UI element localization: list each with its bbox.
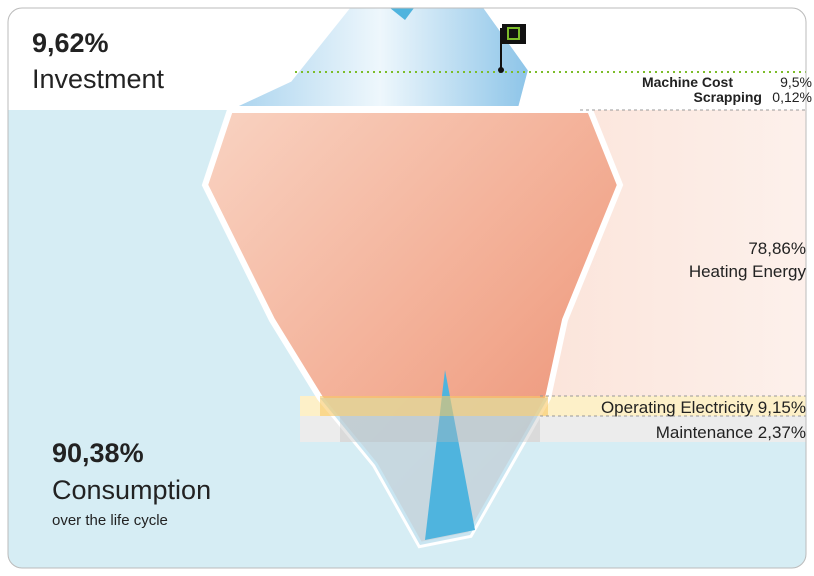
cost-value: 0,12% bbox=[772, 89, 812, 105]
cost-name: Scrapping bbox=[694, 89, 762, 105]
flag-icon bbox=[507, 27, 520, 40]
cost-value: 9,5% bbox=[780, 74, 812, 90]
consumption-label: Consumption bbox=[52, 475, 211, 505]
iceberg-top bbox=[229, 8, 533, 110]
cost-name: Machine Cost bbox=[642, 74, 733, 90]
iceberg-top-shade bbox=[380, 8, 420, 20]
maintenance-label: Maintenance 2,37% bbox=[656, 423, 806, 442]
card-border bbox=[7, 7, 807, 569]
investment-percent: 9,62% bbox=[32, 28, 109, 58]
consumption-percent: 90,38% bbox=[52, 438, 144, 468]
iceberg-electricity bbox=[320, 396, 548, 416]
investment-label: Investment bbox=[32, 64, 165, 94]
iceberg-maintenance bbox=[340, 416, 540, 442]
card bbox=[8, 8, 806, 568]
consumption-sublabel: over the life cycle bbox=[52, 512, 168, 529]
electricity-label: Operating Electricity 9,15% bbox=[601, 398, 806, 417]
flag-base bbox=[498, 67, 504, 73]
heating-name: Heating Energy bbox=[689, 262, 807, 281]
iceberg-shade bbox=[425, 370, 475, 540]
heating-value: 78,86% bbox=[748, 239, 806, 258]
